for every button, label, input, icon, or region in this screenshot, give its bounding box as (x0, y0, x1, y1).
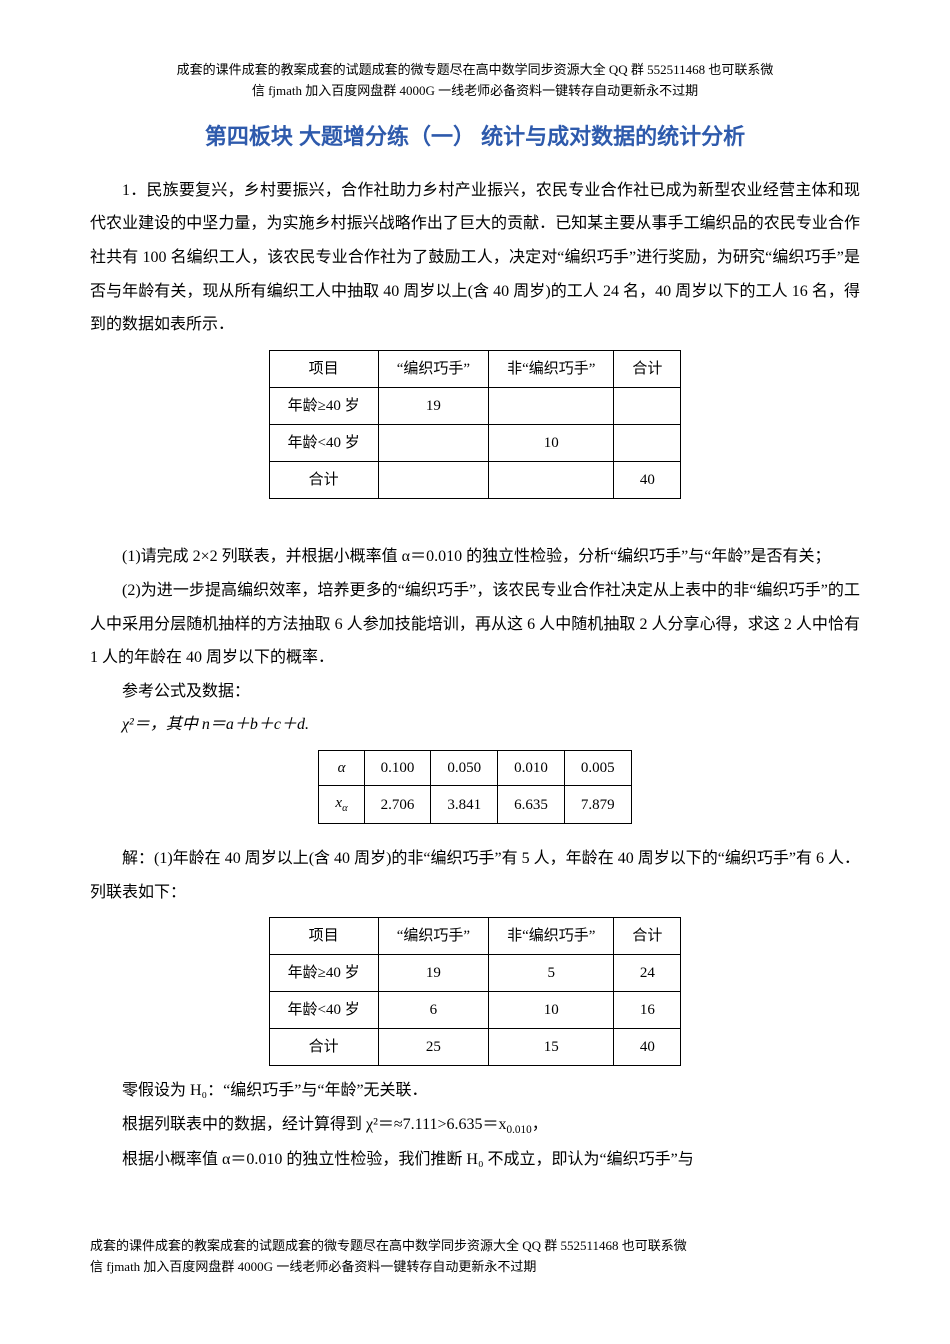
alpha-text: α (338, 760, 346, 776)
th-skilled: “编织巧手” (378, 918, 488, 955)
solution-s4: 根据小概率值 α＝0.010 的独立性检验，我们推断 H₀ 不成立，即认为“编织… (90, 1143, 860, 1177)
table-row: 合计 40 (269, 461, 681, 498)
cell (378, 461, 488, 498)
cell: 6 (378, 992, 488, 1029)
cell: 24 (614, 955, 681, 992)
chi-formula: χ²＝，其中 n＝a＋b＋c＋d. (90, 708, 860, 742)
th-item: 项目 (269, 918, 378, 955)
th-not-skilled: 非“编织巧手” (489, 350, 614, 387)
alpha-label: α (319, 750, 364, 786)
cell (489, 461, 614, 498)
cell: 19 (378, 387, 488, 424)
table-row: 年龄≥40 岁 19 5 24 (269, 955, 681, 992)
cell: 10 (489, 424, 614, 461)
cell: 3.841 (431, 786, 498, 824)
cell: 10 (489, 992, 614, 1029)
table-row: α 0.100 0.050 0.010 0.005 (319, 750, 631, 786)
cell: 15 (489, 1029, 614, 1066)
chi-formula-text: χ²＝，其中 n＝a＋b＋c＋d. (122, 716, 309, 733)
table-row: xα 2.706 3.841 6.635 7.879 (319, 786, 631, 824)
cell: 年龄<40 岁 (269, 992, 378, 1029)
cell: 40 (614, 461, 681, 498)
reference-label: 参考公式及数据： (90, 675, 860, 709)
problem-statement: 1．民族要复兴，乡村要振兴，合作社助力乡村产业振兴，农民专业合作社已成为新型农业… (90, 174, 860, 342)
table-row: 年龄<40 岁 10 (269, 424, 681, 461)
s3-part-c: ， (532, 1116, 548, 1133)
table-row: 年龄≥40 岁 19 (269, 387, 681, 424)
contingency-table-1: 项目 “编织巧手” 非“编织巧手” 合计 年龄≥40 岁 19 年龄<40 岁 … (269, 350, 682, 499)
cell: 5 (489, 955, 614, 992)
solution-s1: 解：(1)年龄在 40 周岁以上(含 40 周岁)的非“编织巧手”有 5 人，年… (90, 842, 860, 909)
cell: 0.005 (564, 750, 631, 786)
header-line2: 信 fjmath 加入百度网盘群 4000G 一线老师必备资料一键转存自动更新永… (252, 83, 698, 98)
cell: 7.879 (564, 786, 631, 824)
footer-line1: 成套的课件成套的教案成套的试题成套的微专题尽在高中数学同步资源大全 QQ 群 5… (90, 1238, 687, 1253)
th-skilled: “编织巧手” (378, 350, 488, 387)
cell (378, 424, 488, 461)
cell: 0.100 (364, 750, 431, 786)
question-2: (2)为进一步提高编织效率，培养更多的“编织巧手”，该农民专业合作社决定从上表中… (90, 574, 860, 675)
contingency-table-2: 项目 “编织巧手” 非“编织巧手” 合计 年龄≥40 岁 19 5 24 年龄<… (269, 917, 682, 1066)
cell: 合计 (269, 1029, 378, 1066)
solution-s2: 零假设为 H₀：“编织巧手”与“年龄”无关联． (90, 1074, 860, 1108)
solution-s3: 根据列联表中的数据，经计算得到 χ²＝≈7.111>6.635＝x0.010， (90, 1108, 860, 1143)
cell (489, 387, 614, 424)
cell (614, 424, 681, 461)
table-row: 年龄<40 岁 6 10 16 (269, 992, 681, 1029)
cell: 25 (378, 1029, 488, 1066)
footer-line2: 信 fjmath 加入百度网盘群 4000G 一线老师必备资料一键转存自动更新永… (90, 1259, 536, 1274)
s3-subscript: 0.010 (507, 1124, 532, 1136)
cell: 年龄≥40 岁 (269, 387, 378, 424)
cell: 6.635 (498, 786, 565, 824)
th-total: 合计 (614, 918, 681, 955)
cell: 0.010 (498, 750, 565, 786)
s3-part-a: 根据列联表中的数据，经计算得到 χ²＝≈7.111>6.635＝x (122, 1116, 507, 1133)
footer-note: 成套的课件成套的教案成套的试题成套的微专题尽在高中数学同步资源大全 QQ 群 5… (90, 1236, 860, 1278)
cell: 2.706 (364, 786, 431, 824)
th-item: 项目 (269, 350, 378, 387)
cell: 年龄≥40 岁 (269, 955, 378, 992)
cell: 合计 (269, 461, 378, 498)
reference-table: α 0.100 0.050 0.010 0.005 xα 2.706 3.841… (318, 750, 631, 824)
cell: 16 (614, 992, 681, 1029)
page-title: 第四板块 大题增分练（一） 统计与成对数据的统计分析 (90, 114, 860, 160)
th-not-skilled: 非“编织巧手” (489, 918, 614, 955)
th-total: 合计 (614, 350, 681, 387)
table-header-row: 项目 “编织巧手” 非“编织巧手” 合计 (269, 918, 681, 955)
header-line1: 成套的课件成套的教案成套的试题成套的微专题尽在高中数学同步资源大全 QQ 群 5… (177, 62, 774, 77)
header-note: 成套的课件成套的教案成套的试题成套的微专题尽在高中数学同步资源大全 QQ 群 5… (90, 60, 860, 102)
cell: 40 (614, 1029, 681, 1066)
table-header-row: 项目 “编织巧手” 非“编织巧手” 合计 (269, 350, 681, 387)
cell: 年龄<40 岁 (269, 424, 378, 461)
question-1: (1)请完成 2×2 列联表，并根据小概率值 α＝0.010 的独立性检验，分析… (90, 540, 860, 574)
cell (614, 387, 681, 424)
xalpha-label: xα (319, 786, 364, 824)
cell: 19 (378, 955, 488, 992)
table-row: 合计 25 15 40 (269, 1029, 681, 1066)
cell: 0.050 (431, 750, 498, 786)
